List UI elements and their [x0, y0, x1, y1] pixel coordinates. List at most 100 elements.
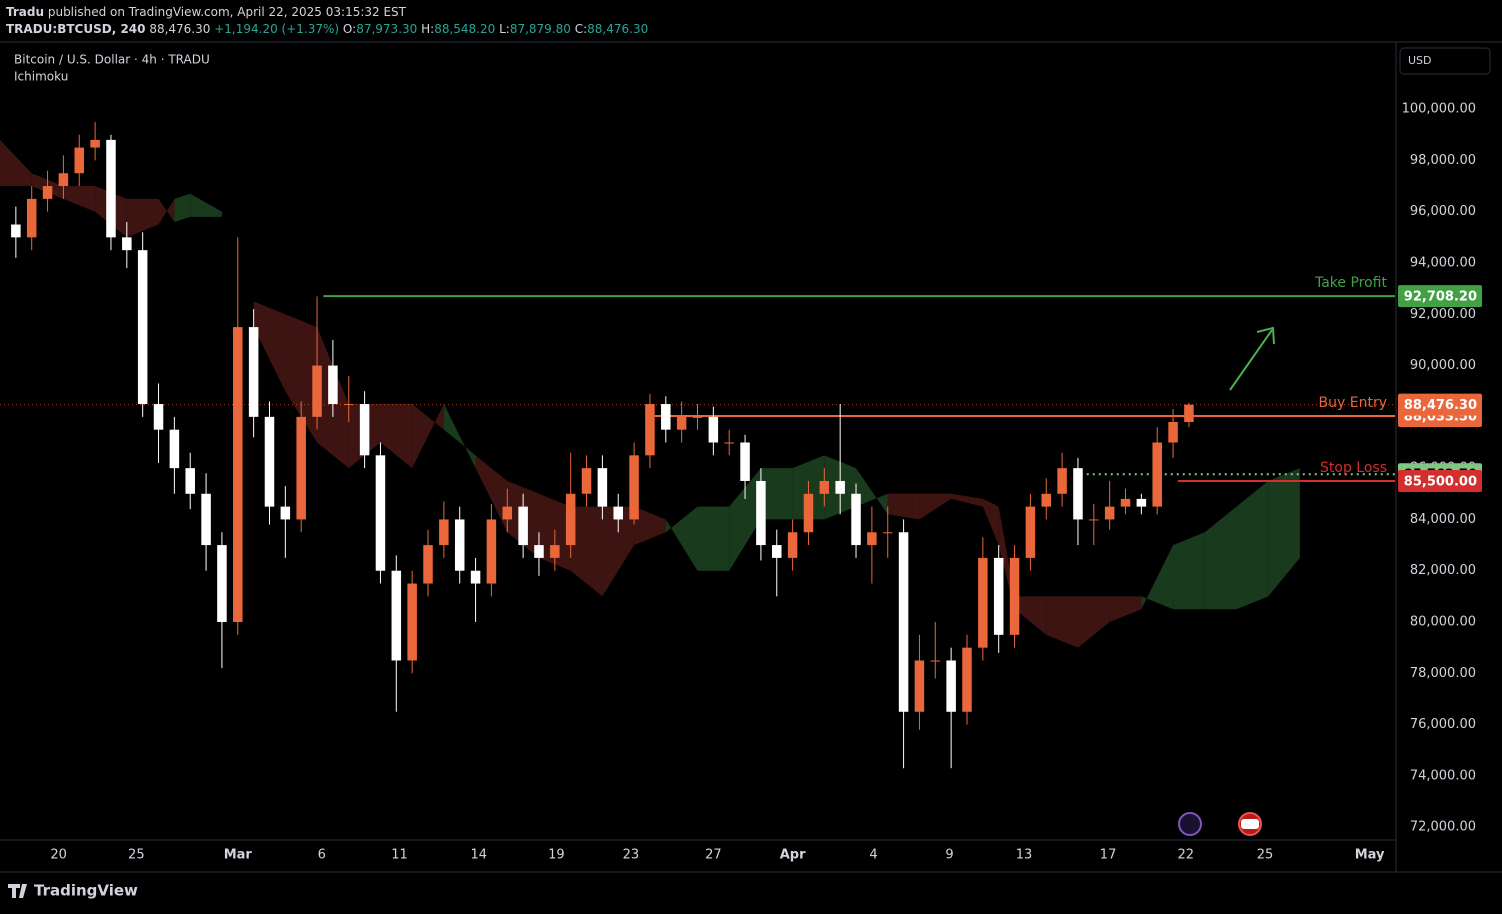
- event-icon[interactable]: [1178, 812, 1202, 836]
- candle-body: [914, 660, 925, 712]
- cloud-segment: [126, 198, 159, 238]
- y-tick-label: 72,000.00: [1410, 820, 1476, 835]
- candle-body: [169, 429, 180, 469]
- cloud-segment: [887, 493, 920, 520]
- cloud-segment: [856, 468, 888, 515]
- cloud-segment: [760, 468, 793, 520]
- cloud-segment: [1109, 596, 1142, 623]
- candle-body: [661, 404, 671, 430]
- candle-body: [359, 404, 370, 456]
- symbol: TRADU:BTCUSD, 240: [6, 22, 146, 36]
- x-tick-label: 6: [318, 848, 326, 863]
- cloud-segment: [1236, 480, 1269, 610]
- cloud-segment: [951, 493, 983, 507]
- candle-body: [692, 416, 703, 418]
- price-tag-label: 85,500.00: [1404, 474, 1477, 489]
- cloud-segment: [475, 455, 508, 533]
- x-tick-label: 20: [50, 848, 67, 863]
- cloud-segment: [253, 301, 286, 392]
- cloud-segment: [729, 468, 761, 571]
- currency[interactable]: USD: [1408, 54, 1432, 67]
- published: published on TradingView.com, April 22, …: [48, 5, 407, 19]
- o-val: 87,973.30: [356, 22, 417, 36]
- y-tick-label: 96,000.00: [1410, 204, 1476, 219]
- candle-body: [312, 365, 322, 417]
- candle-body: [740, 442, 750, 481]
- cloud-segment: [634, 506, 666, 546]
- candle-body: [153, 404, 164, 430]
- candle-body: [534, 545, 544, 558]
- cloud-segment: [443, 404, 476, 469]
- cloud-segment: [1014, 596, 1047, 635]
- candle-body: [597, 468, 608, 507]
- candle-body: [1057, 468, 1067, 494]
- y-tick-label: 100,000.00: [1402, 102, 1476, 117]
- arrow-head: [1256, 326, 1275, 345]
- candle-body: [1136, 498, 1147, 507]
- level-label: Stop Loss: [1320, 460, 1387, 476]
- change: +1,194.20 (+1.37%): [214, 22, 339, 36]
- candle-body: [819, 480, 830, 494]
- candle-body: [1104, 506, 1115, 520]
- x-tick-label: 11: [391, 848, 408, 863]
- y-tick-label: 80,000.00: [1410, 615, 1476, 630]
- y-tick-label: 84,000.00: [1410, 512, 1476, 527]
- candle-body: [613, 506, 623, 520]
- y-tick-label: 90,000.00: [1410, 358, 1476, 373]
- cloud-segment: [665, 506, 698, 571]
- candle-body: [201, 493, 211, 546]
- candle-body: [486, 519, 497, 584]
- y-tick-label: 92,000.00: [1410, 307, 1476, 322]
- candle-body: [1073, 468, 1083, 520]
- candle-body: [1089, 519, 1099, 521]
- candle-body: [280, 506, 291, 520]
- candle-body: [502, 506, 513, 520]
- o-key: O:: [343, 22, 356, 36]
- candle-body: [1041, 493, 1052, 507]
- l-val: 87,879.80: [510, 22, 571, 36]
- candle-body: [835, 480, 845, 494]
- candle-body: [439, 519, 449, 546]
- candle-body: [787, 532, 798, 558]
- y-tick-label: 76,000.00: [1410, 717, 1476, 732]
- levels: Take Profit Buy Entry Stop Loss: [0, 275, 1395, 482]
- currency-box[interactable]: [1399, 47, 1491, 75]
- candle-body: [74, 147, 85, 174]
- candle-body: [1120, 498, 1131, 507]
- candle-body: [756, 480, 766, 546]
- cloud-segment: [190, 193, 222, 217]
- level-label: Take Profit: [1314, 275, 1388, 291]
- candle-body: [898, 532, 909, 712]
- candle-body: [1152, 442, 1162, 507]
- price-tag: [1398, 393, 1482, 416]
- cloud-segment: [1173, 532, 1205, 610]
- candle-body: [375, 455, 386, 571]
- cloud-segment: [63, 186, 96, 212]
- h-val: 88,548.20: [434, 22, 495, 36]
- cloud-segment: [174, 193, 191, 222]
- cloud-segment: [697, 506, 730, 571]
- candle-body: [550, 545, 560, 558]
- candles: [11, 121, 1194, 769]
- x-tick-label: 19: [548, 848, 565, 863]
- x-tick-label: 27: [705, 848, 722, 863]
- y-tick-label: 78,000.00: [1410, 666, 1476, 681]
- candle-body: [407, 583, 417, 661]
- cloud-segment: [1141, 545, 1174, 610]
- cloud-segment: [1268, 468, 1300, 597]
- candle-body: [185, 468, 195, 494]
- candle-body: [803, 493, 814, 533]
- y-tick-label: 94,000.00: [1410, 255, 1476, 270]
- level-label: Buy Entry: [1319, 395, 1387, 411]
- candle-body: [391, 570, 402, 661]
- logo: [8, 884, 27, 898]
- cloud-segment: [285, 314, 318, 443]
- candle-body: [882, 532, 893, 534]
- event-icon-flag: [1241, 819, 1259, 829]
- cloud-segment: [570, 506, 603, 597]
- x-tick-label: 22: [1177, 848, 1194, 863]
- candle-body: [106, 139, 116, 238]
- arrow-shaft: [1229, 329, 1273, 391]
